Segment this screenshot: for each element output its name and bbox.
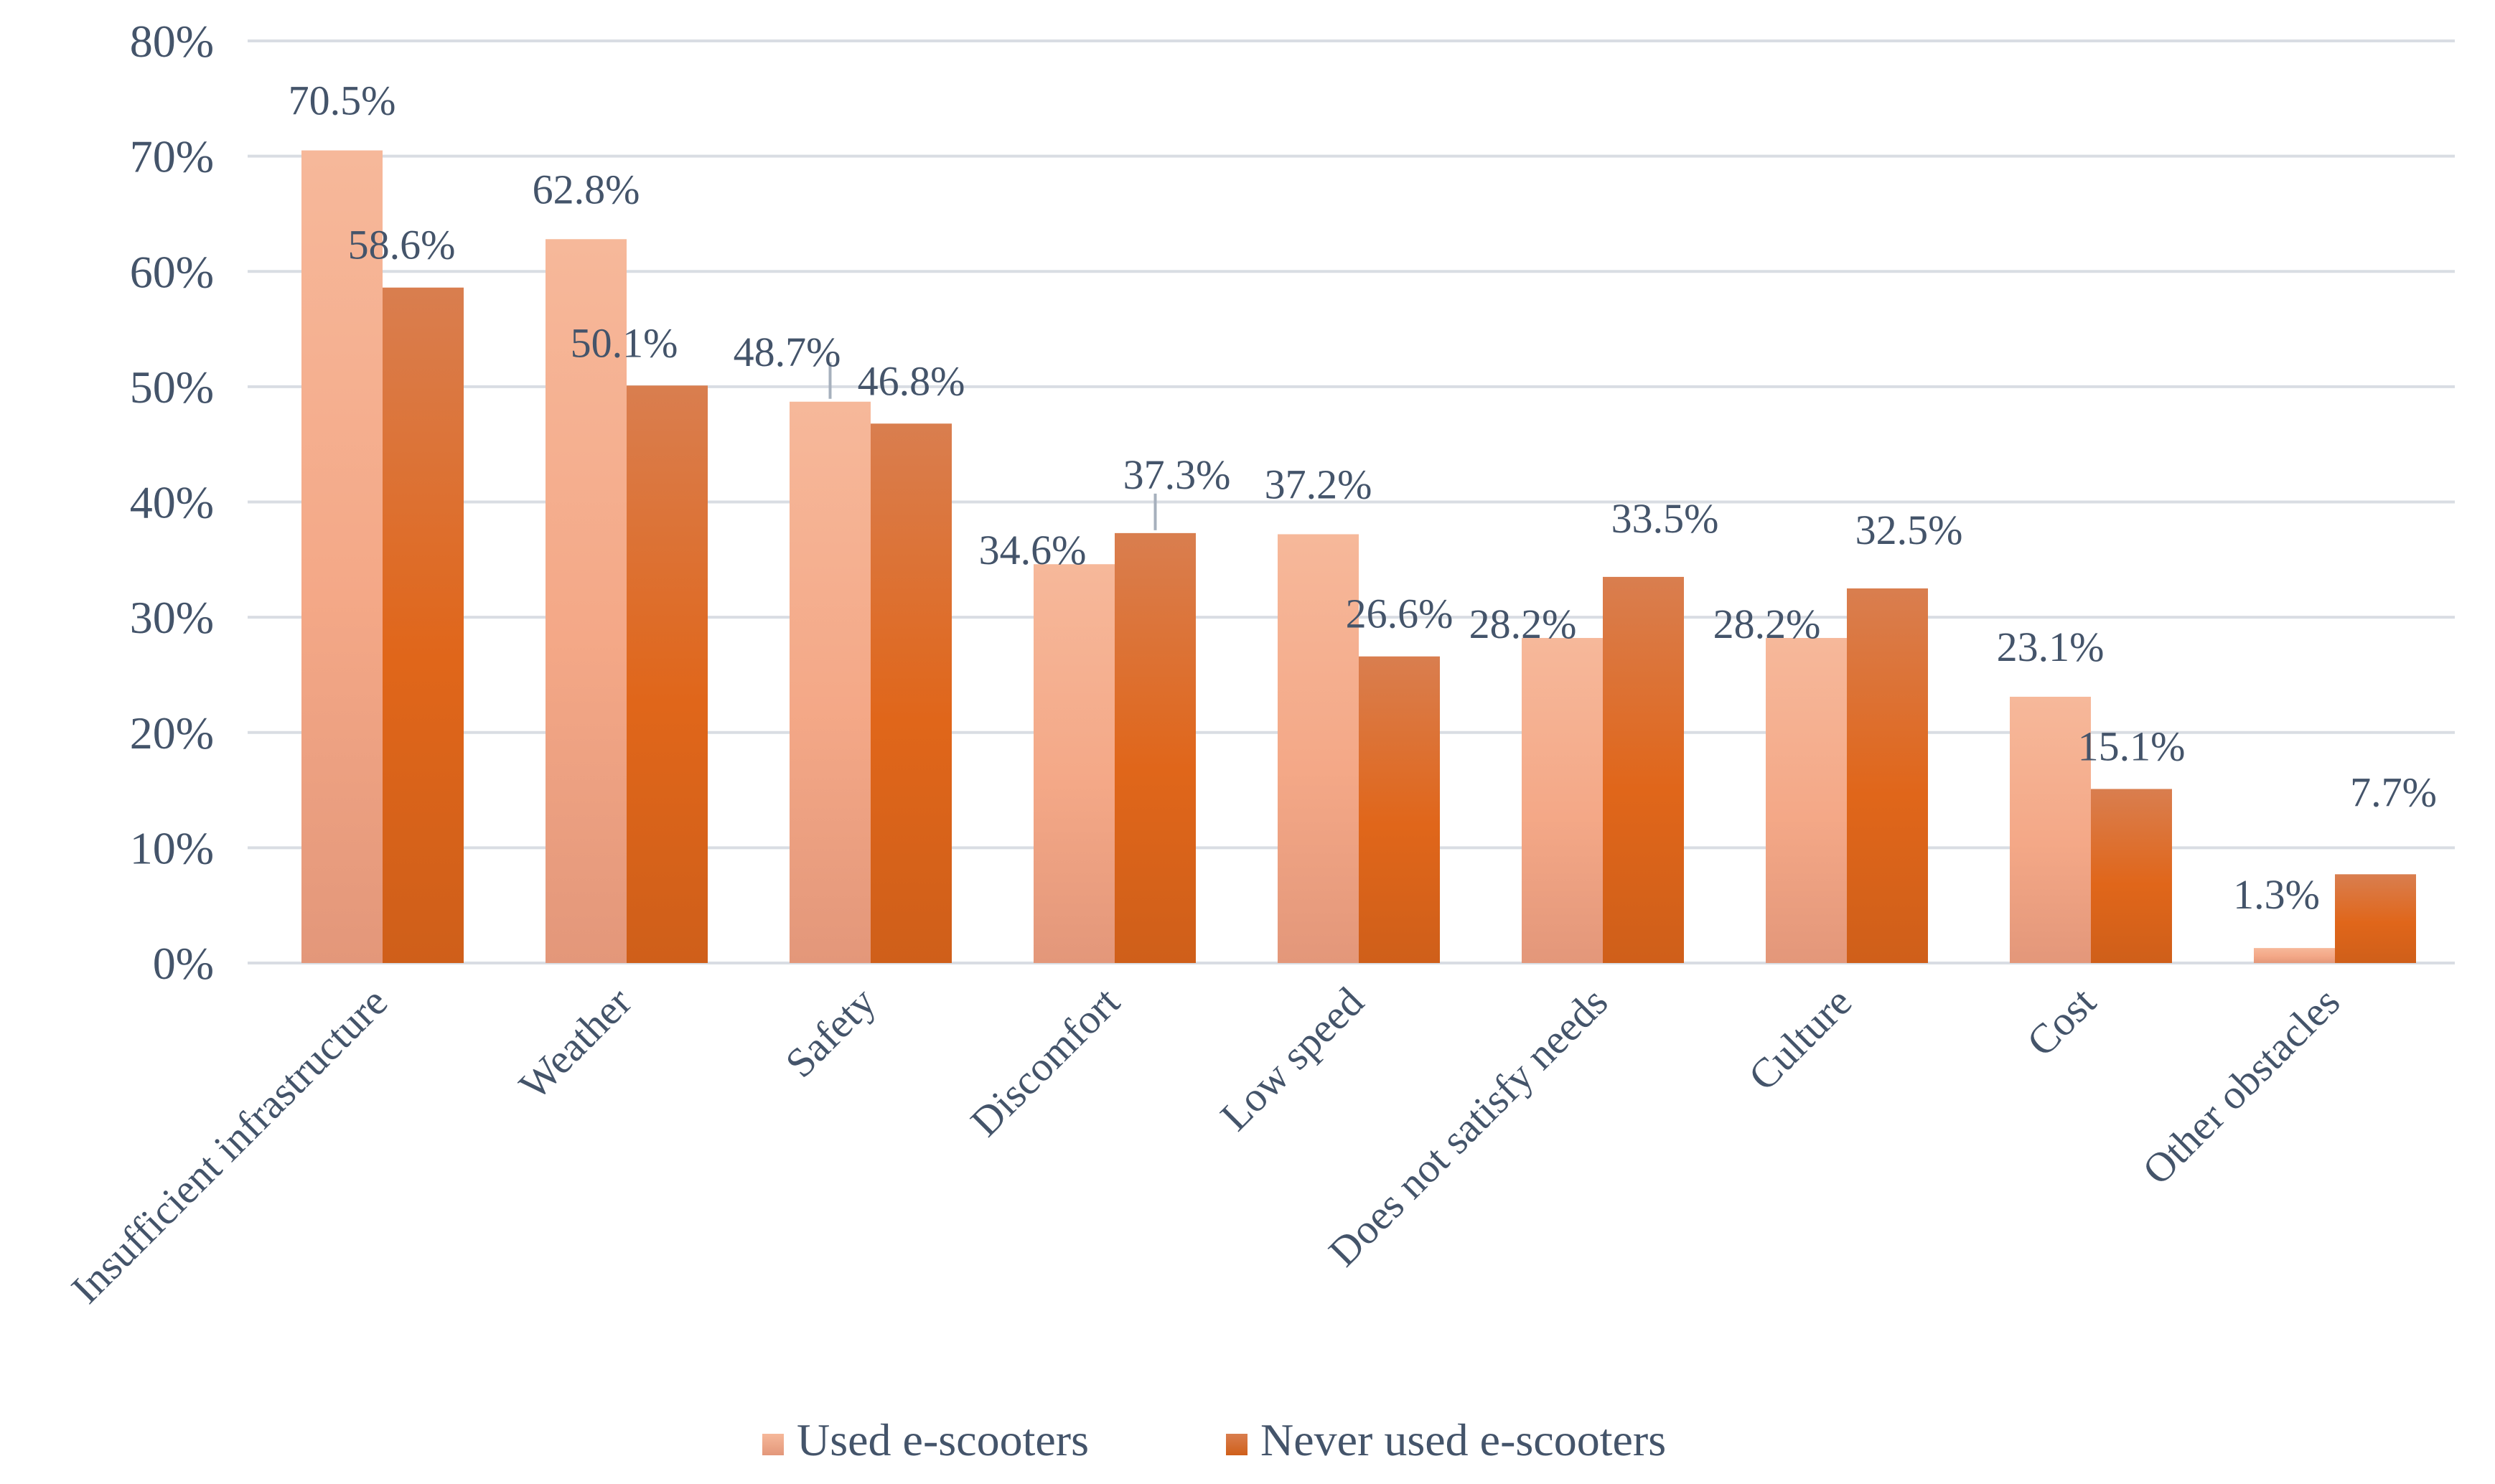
- data-label-used: 34.6%: [979, 527, 1087, 573]
- data-label-never-used: 46.8%: [858, 357, 965, 404]
- legend-label-never-used: Never used e-scooters: [1260, 1414, 1666, 1465]
- y-tick-label: 50%: [130, 362, 214, 413]
- legend-swatch-never-used: [1226, 1434, 1248, 1455]
- bar-used: [2254, 948, 2335, 963]
- data-label-never-used: 32.5%: [1855, 507, 1963, 553]
- data-label-used: 70.5%: [289, 78, 396, 124]
- bar-never-used: [2335, 874, 2416, 963]
- y-tick-label: 80%: [130, 16, 214, 67]
- bar-used: [1522, 638, 1603, 963]
- bar-used: [1034, 564, 1115, 963]
- data-label-never-used: 33.5%: [1611, 495, 1719, 542]
- x-category-label: Low speed: [1211, 978, 1372, 1140]
- bar-used: [1766, 638, 1847, 963]
- data-labels: 70.5% 58.6% 62.8% 50.1% 48.7% 46.8% 34.6% 37.3%…: [289, 78, 2437, 919]
- bar-used: [790, 401, 871, 963]
- x-category-label: Culture: [1739, 978, 1860, 1099]
- y-tick-label: 60%: [130, 246, 214, 297]
- data-label-used: 1.3%: [2233, 871, 2320, 918]
- x-axis-category-labels: Insufficient infrastructure Weather Safety…: [62, 978, 2349, 1312]
- bar-never-used: [871, 423, 952, 963]
- bar-never-used: [1847, 588, 1928, 963]
- data-label-used: 28.2%: [1713, 601, 1821, 647]
- bar-used: [301, 150, 383, 963]
- y-axis-ticks: 0% 10% 20% 30% 40% 50% 60% 70% 80%: [130, 16, 214, 989]
- data-label-never-used: 37.3%: [1123, 451, 1231, 498]
- bar-never-used: [2091, 789, 2172, 963]
- x-category-label: Insufficient infrastructure: [62, 978, 396, 1312]
- y-tick-label: 10%: [130, 822, 214, 873]
- data-label-used: 23.1%: [1997, 624, 2105, 670]
- data-label-used: 62.8%: [533, 166, 640, 212]
- bars: [301, 150, 2416, 963]
- bar-never-used: [627, 385, 708, 963]
- data-label-used: 37.2%: [1265, 461, 1372, 507]
- data-label-used: 48.7%: [734, 329, 841, 375]
- data-label-never-used: 58.6%: [348, 222, 456, 268]
- bar-never-used: [1115, 532, 1196, 963]
- y-tick-label: 0%: [153, 938, 214, 989]
- bar-never-used: [1359, 656, 1440, 963]
- bar-never-used: [1603, 576, 1684, 963]
- x-category-label: Weather: [510, 978, 641, 1109]
- data-label-never-used: 50.1%: [571, 319, 678, 366]
- bar-used: [546, 239, 627, 963]
- data-label-never-used: 7.7%: [2350, 769, 2437, 815]
- x-category-label: Does not satisfy needs: [1319, 978, 1616, 1275]
- y-tick-label: 30%: [130, 592, 214, 643]
- x-category-label: Other obstacles: [2133, 978, 2349, 1193]
- label-leaders: [828, 362, 1157, 530]
- y-tick-label: 40%: [130, 477, 214, 528]
- x-category-label: Cost: [2018, 978, 2105, 1065]
- bar-never-used: [383, 287, 464, 963]
- data-label-never-used: 15.1%: [2078, 723, 2186, 769]
- legend-swatch-used: [762, 1434, 784, 1455]
- y-tick-label: 70%: [130, 131, 214, 182]
- legend-label-used: Used e-scooters: [797, 1414, 1089, 1465]
- bar-used: [1278, 534, 1359, 963]
- data-label-never-used: 26.6%: [1346, 591, 1454, 637]
- y-tick-label: 20%: [130, 708, 214, 759]
- legend: Used e-scooters Never used e-scooters: [762, 1414, 1666, 1465]
- x-category-label: Safety: [776, 978, 884, 1086]
- bar-used: [2010, 696, 2091, 963]
- x-category-label: Discomfort: [961, 978, 1128, 1145]
- data-label-used: 28.2%: [1469, 601, 1577, 647]
